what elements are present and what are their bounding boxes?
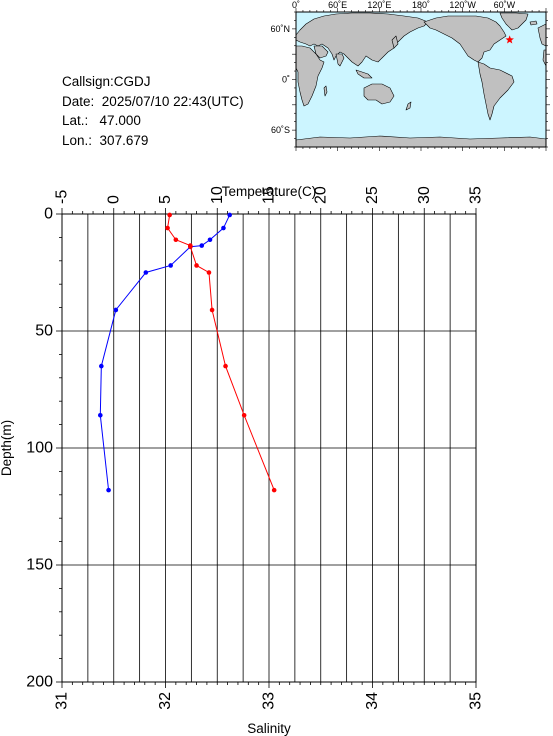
- top-axis-tick-label: 25: [364, 186, 381, 204]
- map-lat-label: 60˚N: [270, 24, 290, 34]
- y-axis-tick-label: 200: [26, 674, 53, 691]
- y-axis-tick-label: 50: [35, 323, 53, 340]
- top-axis-tick-label: 30: [416, 186, 433, 204]
- top-axis-tick-label: -5: [54, 190, 71, 204]
- station-info: Callsign:CGDJ Date: 2025/07/10 22:43(UTC…: [62, 72, 244, 150]
- callsign-text: Callsign:CGDJ: [62, 74, 151, 89]
- lon-row: Lon.: 307.679: [62, 131, 244, 151]
- map-ticks: [292, 8, 550, 151]
- bottom-axis-tick-label: 35: [468, 692, 485, 710]
- bottom-axis-tick-label: 31: [54, 692, 71, 710]
- lon-value: 307.679: [99, 132, 149, 148]
- bottom-axis-tick-label: 33: [261, 692, 278, 710]
- lat-label: Lat.:: [62, 113, 89, 128]
- temperature-point: [227, 212, 232, 218]
- salinity-point: [173, 237, 179, 243]
- salinity-point: [165, 225, 170, 231]
- date-row: Date: 2025/07/10 22:43(UTC): [62, 92, 244, 112]
- bottom-axis-tick-label: 34: [364, 692, 381, 710]
- map-lat-label: 0˚: [282, 75, 290, 85]
- land-indonesia: [355, 69, 373, 79]
- temperature-point: [99, 363, 104, 369]
- temperature-point: [207, 237, 213, 243]
- map-lon-label: 120˚W: [449, 0, 476, 10]
- y-axis-tick-label: 0: [44, 206, 53, 223]
- date-value: 2025/07/10 22:43(UTC): [101, 93, 244, 109]
- top-axis-tick-label: 10: [209, 186, 226, 204]
- temperature-point: [199, 243, 205, 248]
- map-lon-label: 60˚W: [494, 0, 516, 10]
- land-africa: [295, 45, 325, 107]
- y-axis-tick-label: 100: [26, 440, 53, 457]
- land-greenland: [499, 12, 529, 31]
- land-europe-west: [537, 23, 547, 47]
- top-axis-tick-label: 20: [312, 186, 329, 204]
- map-lon-label: 180˚: [412, 0, 430, 10]
- map-lon-label: 0˚: [292, 0, 300, 10]
- land-iceland: [529, 20, 538, 26]
- top-axis-label: Temperature(C): [222, 184, 317, 199]
- salinity-point: [206, 270, 212, 275]
- map-labels: 0˚ 60˚E 120˚E 180˚ 120˚W 60˚W 60˚N 0˚ 60˚S: [270, 0, 515, 135]
- salinity-point: [223, 363, 228, 369]
- date-label: Date:: [62, 93, 95, 109]
- land-eurasia: [295, 12, 429, 67]
- temperature-point: [221, 225, 226, 231]
- series-layer: [98, 212, 277, 493]
- land-south-america: [477, 61, 515, 121]
- salinity-point: [167, 212, 172, 218]
- salinity-point: [194, 263, 199, 268]
- temperature-point: [168, 263, 173, 268]
- land-japan: [391, 35, 399, 49]
- temperature-point: [143, 270, 149, 275]
- bottom-axis-tick-label: 32: [157, 692, 174, 710]
- map-lon-label: 120˚E: [367, 0, 391, 10]
- land-madagascar: [323, 85, 328, 97]
- station-star: [505, 35, 514, 44]
- map-lon-label: 60˚E: [328, 0, 347, 10]
- salinity-point: [188, 244, 193, 250]
- salinity-point: [271, 487, 277, 493]
- y-axis-label: Depth(m): [0, 420, 14, 476]
- land-north-america: [423, 15, 507, 63]
- lat-row: Lat.: 47.000: [62, 111, 244, 131]
- map-lat-label: 60˚S: [271, 125, 290, 135]
- salinity-point: [241, 412, 247, 418]
- land-india: [335, 53, 345, 67]
- temperature-point: [113, 307, 119, 313]
- bottom-axis-label: Salinity: [247, 721, 291, 736]
- land-australia: [363, 83, 395, 105]
- top-axis-tick-label: 5: [157, 195, 174, 204]
- lon-label: Lon.:: [62, 132, 93, 148]
- top-axis-tick-label: 15: [261, 186, 278, 204]
- top-axis-tick-label: 35: [468, 186, 485, 204]
- y-axis-tick-label: 150: [26, 557, 53, 574]
- lat-value: 47.000: [99, 113, 141, 128]
- salinity-point: [209, 307, 215, 313]
- temperature-point: [98, 412, 103, 418]
- map-land: [295, 12, 547, 148]
- top-axis-tick-label: 0: [105, 195, 122, 204]
- station-marker: [505, 35, 514, 44]
- land-new-zealand: [405, 101, 412, 111]
- temperature-point: [106, 487, 111, 493]
